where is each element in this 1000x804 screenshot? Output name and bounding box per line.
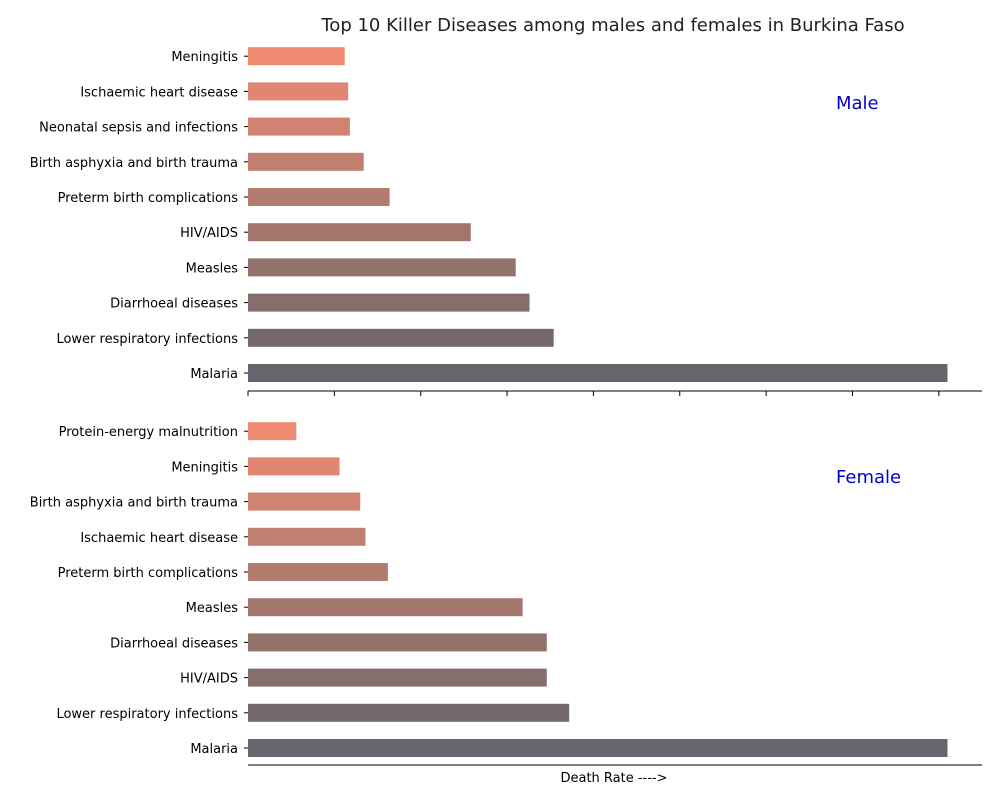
x-axis-label: Death Rate ----> — [560, 771, 667, 786]
y-tick-label: Neonatal sepsis and infections — [39, 121, 238, 136]
y-tick-label: Ischaemic heart disease — [80, 85, 238, 100]
y-tick-label: Meningitis — [171, 460, 238, 475]
y-tick-label: Diarrhoeal diseases — [110, 297, 238, 312]
y-tick-label: Lower respiratory infections — [56, 707, 238, 722]
y-tick-label: HIV/AIDS — [180, 226, 238, 241]
y-tick-label: Birth asphyxia and birth trauma — [30, 156, 238, 171]
bar — [248, 668, 547, 687]
chart-title: Top 10 Killer Diseases among males and f… — [320, 15, 904, 36]
bar — [248, 152, 364, 171]
bar — [248, 117, 350, 136]
panel-label: Female — [836, 467, 901, 488]
bar — [248, 598, 523, 617]
bar — [248, 457, 340, 476]
y-tick-label: Preterm birth complications — [58, 191, 239, 206]
y-tick-label: HIV/AIDS — [180, 672, 238, 687]
panel-male: Malaria Lower respiratory infections Diarr… — [30, 47, 982, 396]
y-tick-label: Malaria — [190, 742, 238, 757]
bar — [248, 364, 948, 382]
bar — [248, 258, 516, 277]
y-tick-label: Meningitis — [171, 50, 238, 65]
bar — [248, 47, 345, 66]
bar — [248, 527, 366, 546]
bar — [248, 328, 554, 347]
bar — [248, 703, 570, 722]
y-tick-label: Ischaemic heart disease — [80, 531, 238, 546]
bar — [248, 563, 388, 581]
y-tick-label: Lower respiratory infections — [56, 332, 238, 347]
y-tick-label: Birth asphyxia and birth trauma — [30, 496, 238, 511]
bar — [248, 739, 948, 757]
y-tick-label: Preterm birth complications — [58, 566, 239, 581]
bar — [248, 82, 349, 101]
y-tick-label: Measles — [186, 601, 239, 616]
bar — [248, 293, 530, 312]
y-tick-label: Measles — [186, 261, 239, 276]
y-tick-label: Diarrhoeal diseases — [110, 636, 238, 651]
y-tick-label: Protein-energy malnutrition — [59, 425, 238, 440]
panel-female: Malaria Lower respiratory infections HIV/A… — [30, 422, 982, 766]
bar — [248, 422, 297, 441]
panel-label: Male — [836, 93, 879, 114]
bar — [248, 492, 361, 511]
bar — [248, 188, 390, 206]
bar — [248, 633, 547, 652]
bar — [248, 223, 471, 242]
y-tick-label: Malaria — [190, 367, 238, 382]
